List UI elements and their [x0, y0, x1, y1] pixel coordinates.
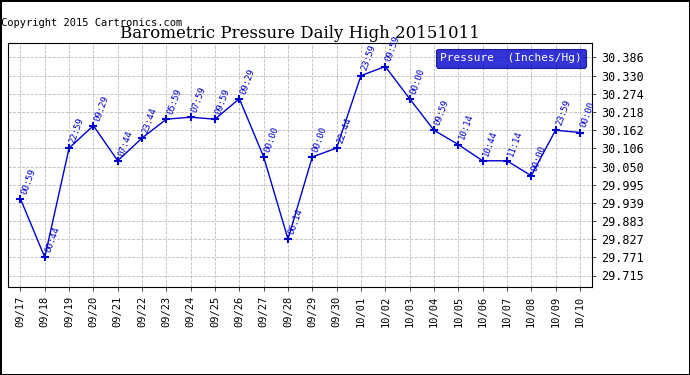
Text: 07:59: 07:59: [190, 86, 207, 114]
Legend: Pressure  (Inches/Hg): Pressure (Inches/Hg): [436, 49, 586, 68]
Text: 10:44: 10:44: [482, 129, 499, 157]
Text: 09:59: 09:59: [214, 87, 232, 116]
Text: 00:00: 00:00: [263, 125, 280, 153]
Text: 00:00: 00:00: [579, 100, 596, 129]
Text: 09:29: 09:29: [92, 94, 110, 122]
Text: 10:14: 10:14: [457, 113, 475, 141]
Text: 00:00: 00:00: [311, 125, 329, 153]
Text: 07:44: 07:44: [117, 129, 135, 157]
Text: 00:00: 00:00: [530, 144, 548, 172]
Text: 00:44: 00:44: [43, 225, 61, 254]
Text: 09:29: 09:29: [238, 67, 256, 95]
Title: Barometric Pressure Daily High 20151011: Barometric Pressure Daily High 20151011: [120, 25, 480, 42]
Text: 00:59: 00:59: [19, 167, 37, 195]
Text: 11:14: 11:14: [506, 129, 524, 157]
Text: 06:14: 06:14: [287, 207, 304, 236]
Text: 09:59: 09:59: [433, 98, 451, 127]
Text: 00:00: 00:00: [408, 67, 426, 95]
Text: 23:44: 23:44: [141, 106, 159, 135]
Text: 23:59: 23:59: [360, 44, 377, 72]
Text: 09:59: 09:59: [384, 35, 402, 63]
Text: 23:59: 23:59: [555, 98, 572, 127]
Text: Copyright 2015 Cartronics.com: Copyright 2015 Cartronics.com: [1, 18, 183, 28]
Text: 22:59: 22:59: [68, 116, 86, 145]
Text: 05:59: 05:59: [166, 87, 183, 116]
Text: 22:44: 22:44: [335, 116, 353, 145]
